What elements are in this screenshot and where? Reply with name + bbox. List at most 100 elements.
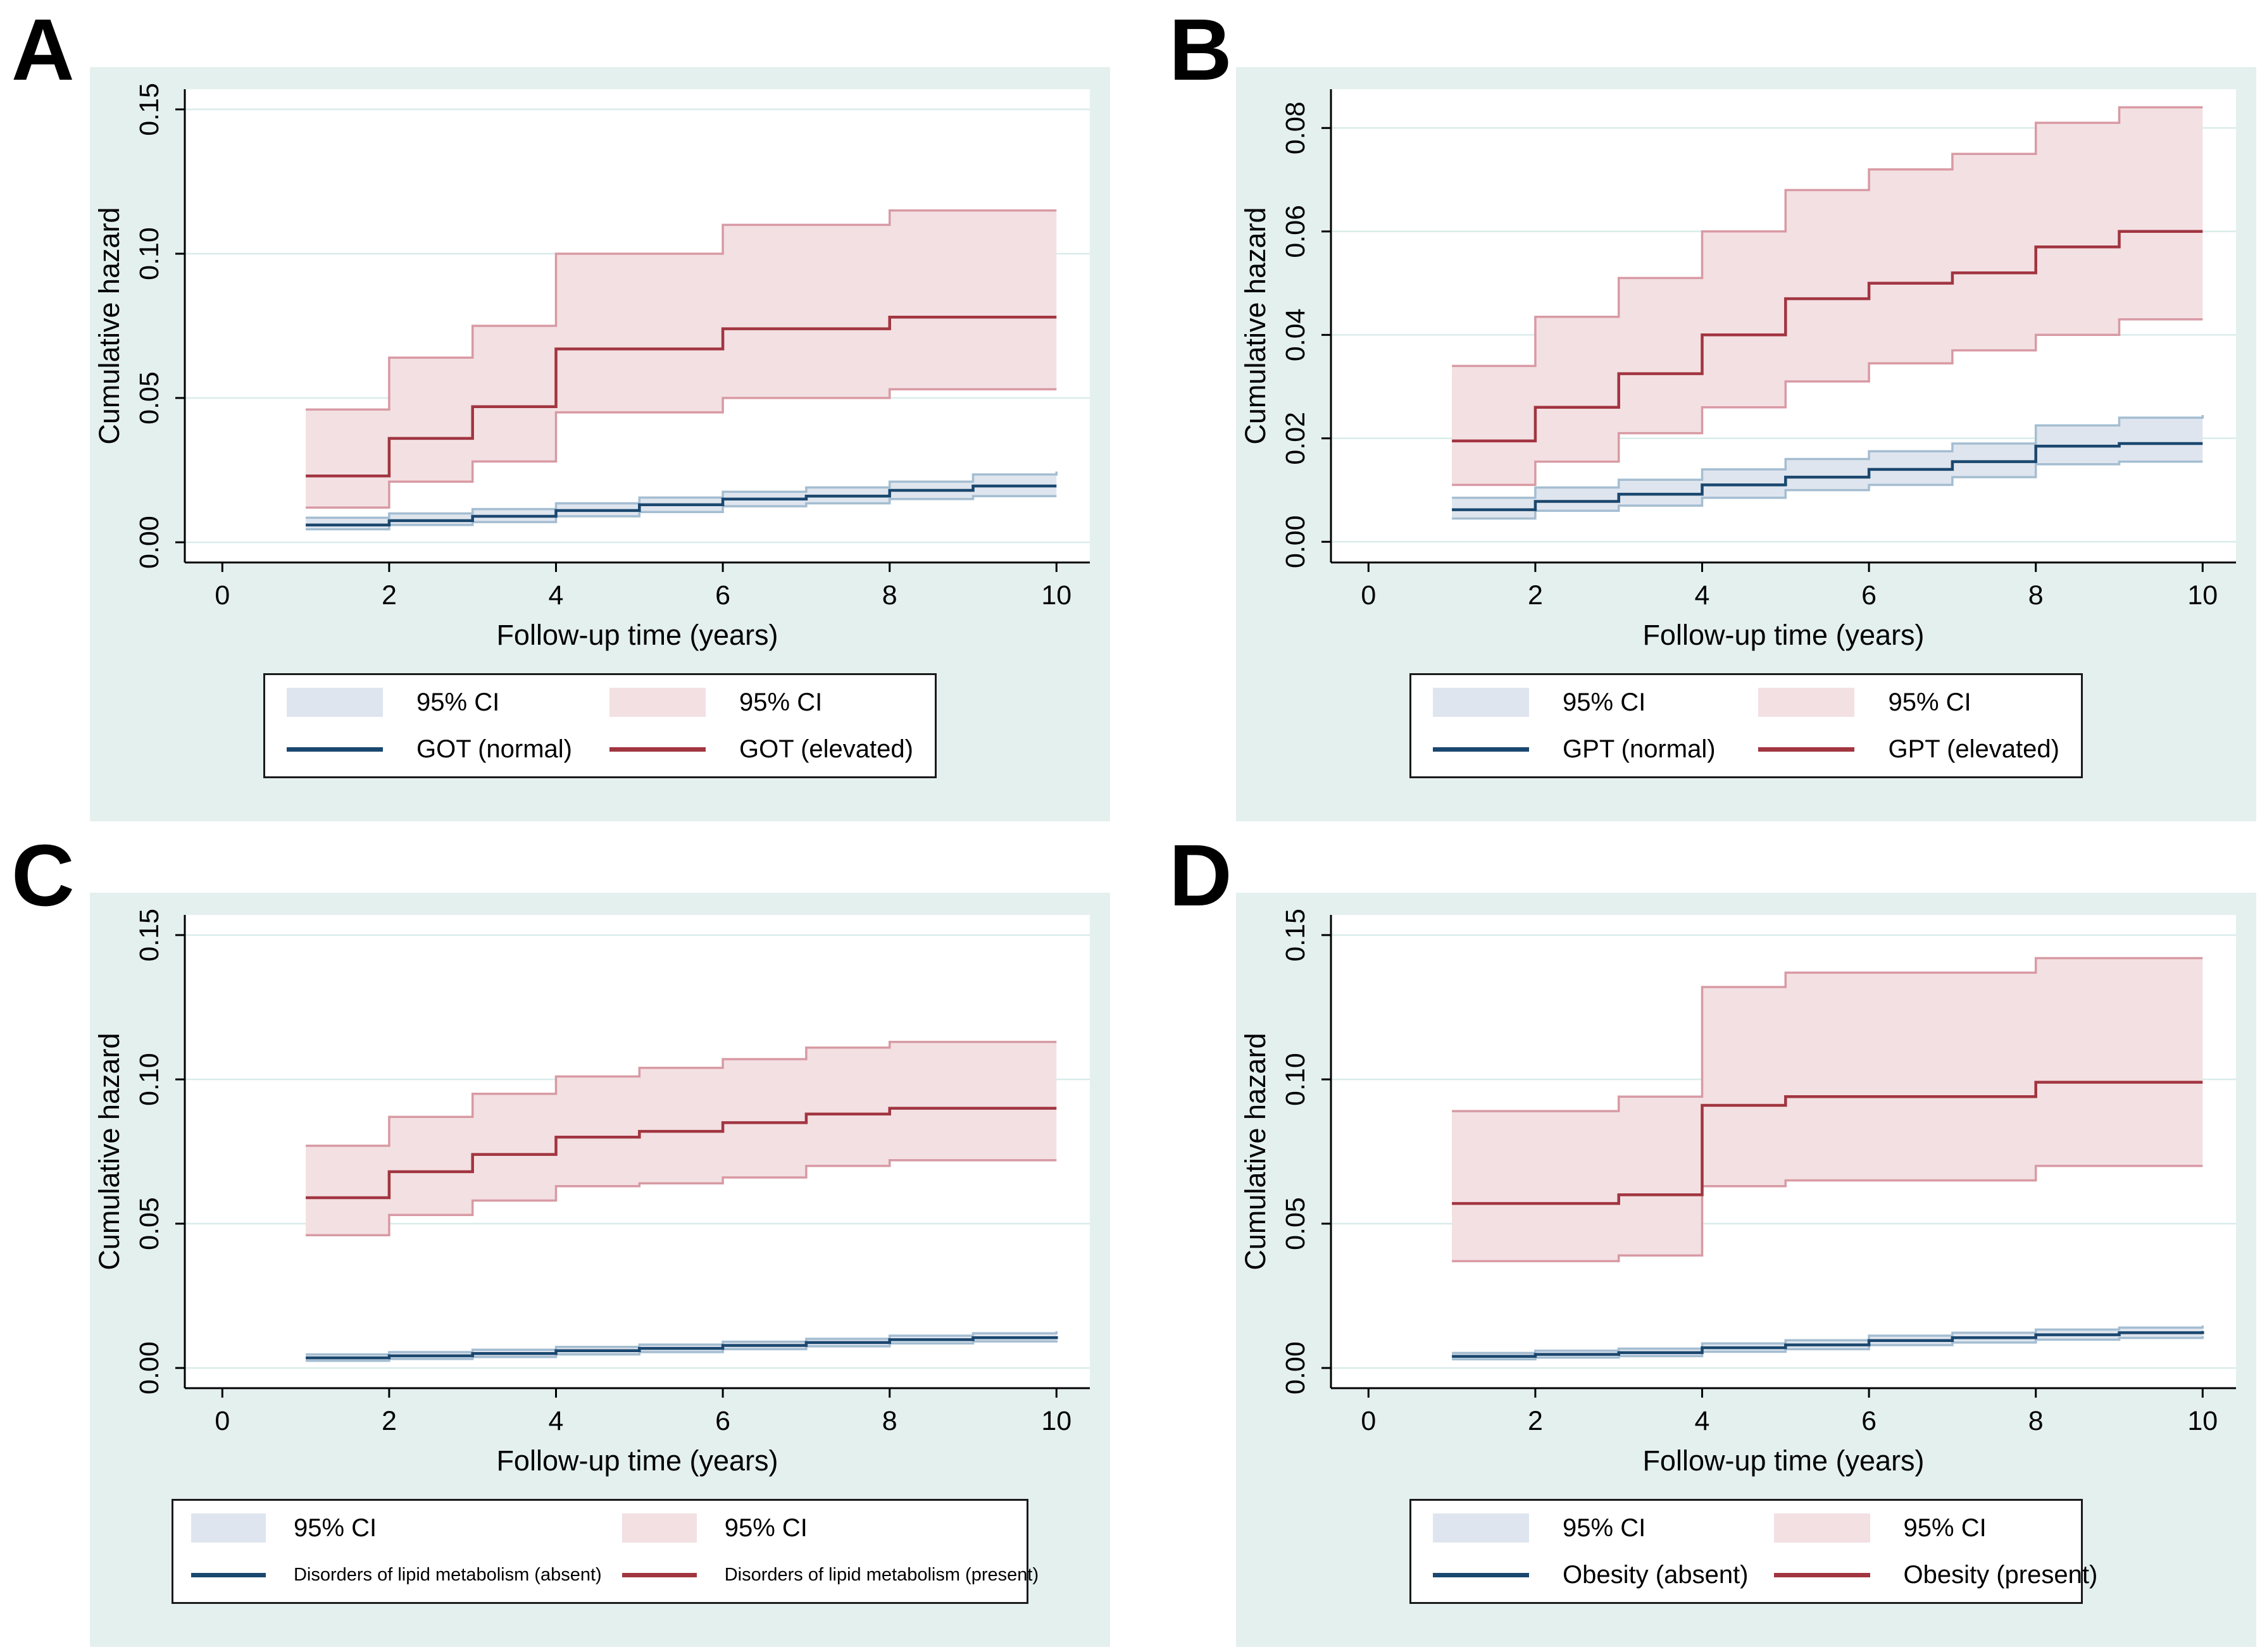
line-sample-blue <box>190 1572 266 1577</box>
legend-C: 95% CI 95% CI Disorders of lipid metabol… <box>171 1499 1039 1604</box>
svg-text:0: 0 <box>215 1406 230 1436</box>
legend-series-label-red: Obesity (present) <box>1903 1561 2098 1589</box>
svg-text:Follow-up time (years): Follow-up time (years) <box>496 619 778 651</box>
legend-series-label-blue: Disorders of lipid metabolism (absent) <box>293 1565 602 1585</box>
line-sample-red <box>621 1572 697 1577</box>
svg-text:6: 6 <box>1861 1406 1877 1436</box>
legend-series-label-red: GPT (elevated) <box>1888 735 2059 763</box>
svg-text:6: 6 <box>715 1406 730 1436</box>
line-sample-blue <box>287 747 384 752</box>
svg-text:0: 0 <box>1361 1406 1376 1436</box>
svg-text:8: 8 <box>882 1406 897 1436</box>
svg-text:10: 10 <box>2187 1406 2218 1436</box>
svg-text:Cumulative hazard: Cumulative hazard <box>93 207 125 444</box>
svg-text:10: 10 <box>2187 580 2218 611</box>
svg-text:0.15: 0.15 <box>1280 909 1311 962</box>
svg-text:10: 10 <box>1041 1406 1071 1436</box>
panel-A: A 0 2 4 6 8 10 0.00 0.05 0.10 0.15 Follow-up time … <box>0 0 1134 826</box>
legend-A: 95% CI 95% CI GOT (normal) GOT (elevated… <box>263 673 937 778</box>
legend-series-label-blue: Obesity (absent) <box>1563 1561 1749 1589</box>
chart-A-got-cumulative-hazard: 0 2 4 6 8 10 0.00 0.05 0.10 0.15 Follow-up time (y… <box>93 83 1090 651</box>
panel-box-B: 0 2 4 6 8 10 0.00 0.02 0.04 0.06 0.08 Follow-up tim… <box>1236 67 2256 821</box>
svg-text:8: 8 <box>2028 580 2044 611</box>
svg-text:4: 4 <box>549 1406 564 1436</box>
legend-series-label-blue: GPT (normal) <box>1563 735 1716 763</box>
panel-letter-D: D <box>1169 827 1233 924</box>
svg-text:2: 2 <box>382 580 397 611</box>
legend-ci-label-red: 95% CI <box>739 688 823 716</box>
chart-D-obesity-cumulative-hazard: 0 2 4 6 8 10 0.00 0.05 0.10 0.15 Follow-up time (y… <box>1239 909 2236 1477</box>
legend-ci-label-red: 95% CI <box>724 1514 808 1542</box>
svg-text:0.10: 0.10 <box>1280 1053 1311 1106</box>
legend-series-label-red: Disorders of lipid metabolism (present) <box>724 1565 1039 1585</box>
svg-text:Follow-up time (years): Follow-up time (years) <box>496 1444 778 1477</box>
svg-text:0.04: 0.04 <box>1280 308 1311 361</box>
svg-text:0.00: 0.00 <box>134 516 165 569</box>
ci-band-swatch-blue <box>1433 688 1530 717</box>
svg-text:0.00: 0.00 <box>1280 1341 1311 1394</box>
line-sample-red <box>1758 747 1855 752</box>
legend-ci-label-blue: 95% CI <box>293 1514 377 1542</box>
legend-B: 95% CI 95% CI GPT (normal) GPT (elevated… <box>1409 673 2083 778</box>
svg-text:0.10: 0.10 <box>134 1053 165 1106</box>
legend-ci-label-red: 95% CI <box>1888 688 1971 716</box>
ci-band-swatch-red <box>1758 688 1855 717</box>
svg-text:0.15: 0.15 <box>134 909 165 962</box>
svg-text:0.06: 0.06 <box>1280 205 1311 258</box>
svg-text:0.15: 0.15 <box>134 83 165 136</box>
line-sample-red <box>609 747 706 752</box>
svg-text:Cumulative hazard: Cumulative hazard <box>1239 1033 1271 1270</box>
panel-letter-C: C <box>11 827 76 924</box>
panel-letter-B: B <box>1169 1 1233 99</box>
panel-letter-A: A <box>11 1 76 99</box>
svg-text:0.10: 0.10 <box>134 227 165 280</box>
svg-text:10: 10 <box>1041 580 1071 611</box>
svg-text:4: 4 <box>1695 1406 1710 1436</box>
svg-text:6: 6 <box>715 580 730 611</box>
svg-text:2: 2 <box>1528 1406 1543 1436</box>
panel-box-D: 0 2 4 6 8 10 0.00 0.05 0.10 0.15 Follow-up time (y… <box>1236 893 2256 1647</box>
svg-text:0.05: 0.05 <box>134 1197 165 1250</box>
line-sample-blue <box>1433 1572 1530 1577</box>
line-sample-red <box>1773 1572 1870 1577</box>
svg-text:Follow-up time (years): Follow-up time (years) <box>1642 619 1924 651</box>
legend-D: 95% CI 95% CI Obesity (absent) Obesity (… <box>1409 1499 2097 1604</box>
svg-text:0.05: 0.05 <box>134 371 165 425</box>
legend-ci-label-blue: 95% CI <box>1563 688 1646 716</box>
chart-B-gpt-cumulative-hazard: 0 2 4 6 8 10 0.00 0.02 0.04 0.06 0.08 Follow-up tim… <box>1239 89 2236 651</box>
legend-ci-label-blue: 95% CI <box>416 688 500 716</box>
panel-box-A: 0 2 4 6 8 10 0.00 0.05 0.10 0.15 Follow-up time (y… <box>90 67 1110 821</box>
ci-band-swatch-red <box>1773 1513 1870 1543</box>
svg-text:Cumulative hazard: Cumulative hazard <box>1239 207 1271 444</box>
legend-ci-label-blue: 95% CI <box>1563 1514 1646 1542</box>
svg-text:8: 8 <box>882 580 897 611</box>
ci-band-swatch-red <box>609 688 706 717</box>
svg-text:4: 4 <box>549 580 564 611</box>
svg-text:0: 0 <box>1361 580 1376 611</box>
svg-text:0.02: 0.02 <box>1280 412 1311 465</box>
svg-text:6: 6 <box>1861 580 1877 611</box>
svg-text:Follow-up time (years): Follow-up time (years) <box>1642 1444 1924 1477</box>
legend-series-label-red: GOT (elevated) <box>739 735 913 763</box>
svg-text:4: 4 <box>1695 580 1710 611</box>
ci-band-swatch-blue <box>190 1513 266 1543</box>
legend-series-label-blue: GOT (normal) <box>416 735 573 763</box>
svg-text:0: 0 <box>215 580 230 611</box>
panel-box-C: 0 2 4 6 8 10 0.00 0.05 0.10 0.15 Follow-up time (y… <box>90 893 1110 1647</box>
svg-text:0.00: 0.00 <box>1280 515 1311 568</box>
panel-C: C 0 2 4 6 8 10 0.00 0.05 0.10 0.15 Follow-up time … <box>0 826 1134 1652</box>
ci-band-swatch-red <box>621 1513 697 1543</box>
ci-band-swatch-blue <box>287 688 384 717</box>
ci-band-swatch-blue <box>1433 1513 1530 1543</box>
chart-C-lipid-metabolism-cumulative-hazard: 0 2 4 6 8 10 0.00 0.05 0.10 0.15 Follow-up time (y… <box>93 909 1090 1477</box>
svg-text:2: 2 <box>1528 580 1543 611</box>
line-sample-blue <box>1433 747 1530 752</box>
panel-B: B 0 2 4 6 8 10 0.00 0.02 0.04 0.06 0.08 Follow-up t… <box>1134 0 2267 826</box>
panel-D: D 0 2 4 6 8 10 0.00 0.05 0.10 0.15 Follow-up time … <box>1134 826 2267 1652</box>
svg-text:0.05: 0.05 <box>1280 1197 1311 1250</box>
svg-text:2: 2 <box>382 1406 397 1436</box>
svg-text:8: 8 <box>2028 1406 2044 1436</box>
legend-ci-label-red: 95% CI <box>1903 1514 1987 1542</box>
svg-text:Cumulative hazard: Cumulative hazard <box>93 1033 125 1270</box>
